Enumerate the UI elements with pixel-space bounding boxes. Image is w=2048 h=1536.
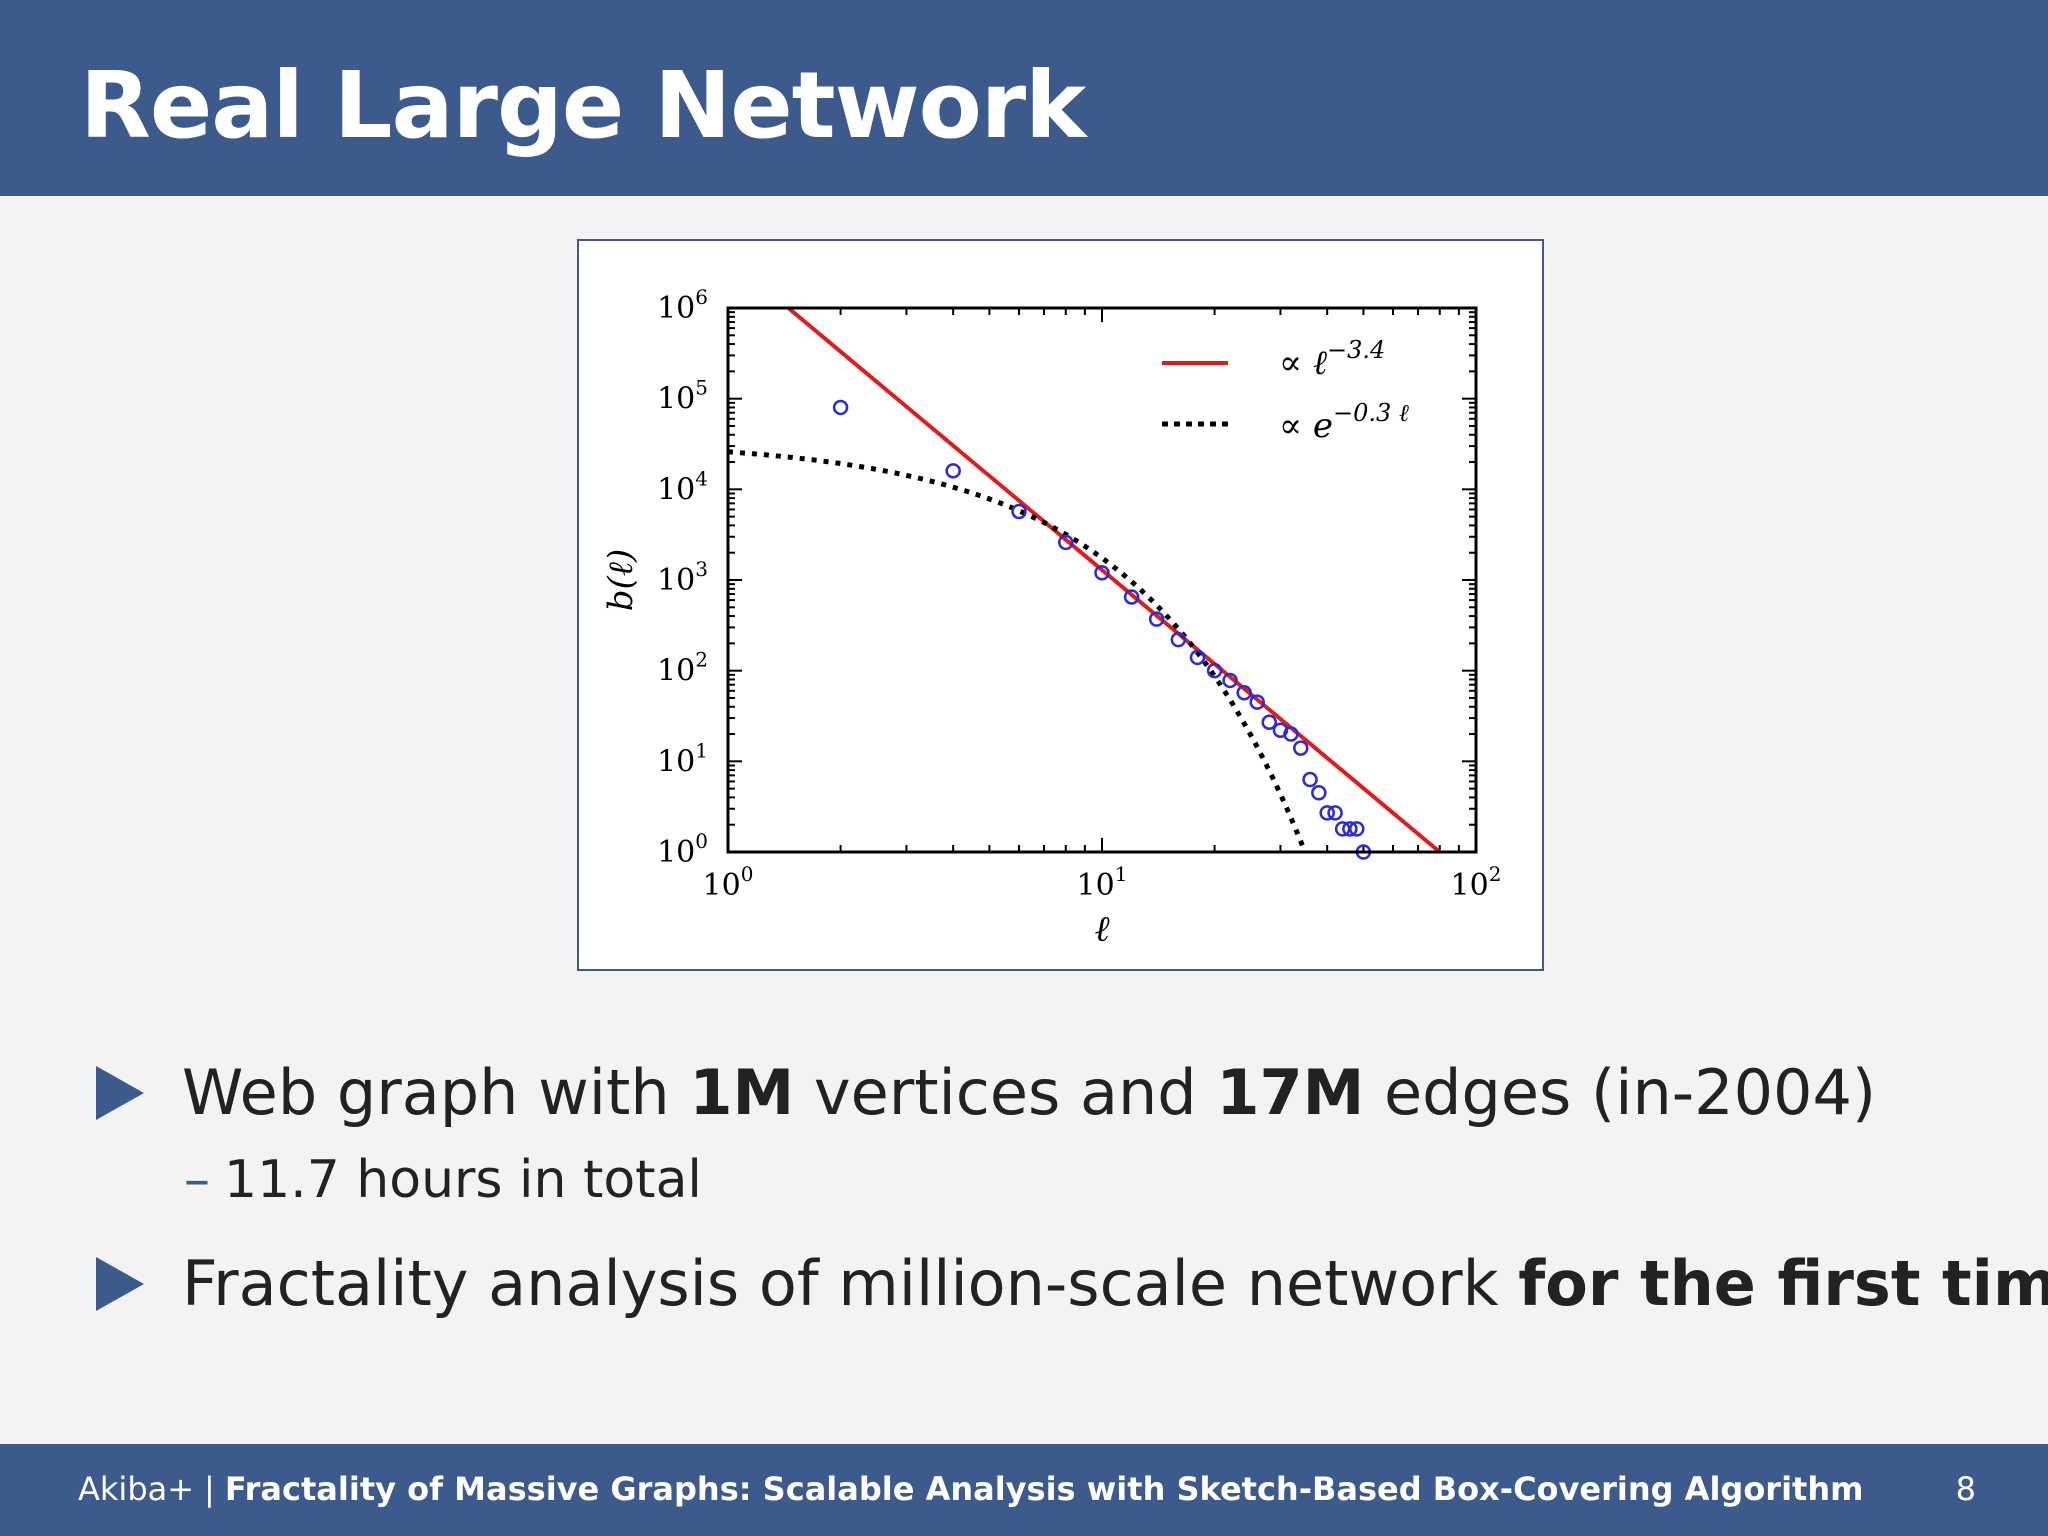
- y-tick-exponent: 6: [695, 285, 708, 309]
- slide-title: Real Large Network: [80, 52, 1086, 159]
- x-tick-label: 100: [703, 862, 754, 903]
- x-tick-base: 10: [703, 868, 741, 903]
- data-point: [1261, 714, 1277, 730]
- data-point: [1311, 785, 1327, 801]
- footer-separator: |: [204, 1470, 215, 1508]
- x-tick-exponent: 2: [1489, 862, 1502, 886]
- x-tick-exponent: 1: [1115, 862, 1128, 886]
- y-tick-exponent: 3: [695, 557, 708, 581]
- y-tick-label: 103: [657, 557, 708, 598]
- data-point: [1327, 805, 1343, 821]
- plot-frame: [726, 306, 1478, 854]
- bullet-0-segment-1: 1M: [689, 1056, 795, 1129]
- data-point: [1293, 740, 1309, 756]
- y-tick-label: 106: [657, 285, 708, 326]
- y-tick-exponent: 2: [695, 648, 708, 672]
- data-point: [1222, 672, 1238, 689]
- sub-bullet-text: 11.7 hours in total: [224, 1150, 702, 1210]
- power-law-fit-line: [787, 308, 1442, 852]
- x-tick-label: 102: [1451, 862, 1502, 903]
- bullet-1-segment-0: Fractality analysis of million-scale net…: [182, 1247, 1519, 1320]
- data-point: [1342, 821, 1358, 837]
- y-tick-label: 104: [657, 466, 708, 507]
- data-point: [1236, 685, 1252, 701]
- x-tick-base: 10: [1451, 868, 1489, 903]
- page-number: 8: [1955, 1470, 1976, 1508]
- y-tick-label: 102: [657, 648, 708, 689]
- sub-bullet-runtime: –11.7 hours in total: [184, 1150, 702, 1210]
- data-point: [1094, 565, 1110, 581]
- y-tick-label: 101: [657, 738, 708, 779]
- bullet-0-segment-2: vertices and: [794, 1056, 1217, 1129]
- y-tick-base: 10: [657, 744, 695, 779]
- bullet-arrow-icon: [96, 1066, 144, 1120]
- data-point: [1319, 805, 1335, 821]
- data-point: [1349, 821, 1365, 837]
- data-point: [1283, 726, 1299, 742]
- bullet-item-web-graph: Web graph with 1M vertices and 17M edges…: [182, 1056, 1876, 1129]
- x-axis-label: ℓ: [1095, 909, 1110, 950]
- x-tick-base: 10: [1077, 868, 1115, 903]
- y-tick-base: 10: [657, 291, 695, 326]
- legend-exponential-exponent: −0.3 ℓ: [1333, 399, 1409, 427]
- y-tick-exponent: 0: [695, 829, 708, 853]
- data-point: [1123, 589, 1140, 605]
- title-bar: Real Large Network: [0, 0, 2048, 196]
- footer-bar: Akiba+ | Fractality of Massive Graphs: Sca…: [0, 1444, 2048, 1536]
- data-point: [1058, 534, 1074, 551]
- y-tick-exponent: 5: [695, 376, 708, 400]
- bullet-arrow-icon: [96, 1257, 144, 1311]
- bullet-0-segment-3: 17M: [1216, 1056, 1365, 1129]
- y-tick-base: 10: [657, 382, 695, 417]
- data-point: [1011, 503, 1027, 520]
- y-tick-exponent: 4: [695, 466, 708, 490]
- bullet-1-segment-1: for the first time: [1518, 1247, 2048, 1320]
- legend-exponential-prefix: ∝ e: [1279, 406, 1333, 446]
- figure-frame: 100 101 102 100 101 102 103 104 105 106 ℓ b(ℓ) ∝ …: [577, 239, 1544, 971]
- bullet-0-segment-4: edges (in-2004): [1364, 1056, 1877, 1129]
- x-tick-label: 101: [1077, 862, 1128, 903]
- data-point: [1302, 771, 1318, 788]
- legend-power-law-exponent: −3.4: [1327, 336, 1385, 364]
- footer-citation: Akiba+ | Fractality of Massive Graphs: Sca…: [78, 1470, 1863, 1508]
- data-point: [945, 463, 961, 479]
- legend-power-law-prefix: ∝ ℓ: [1279, 343, 1327, 383]
- data-point: [1148, 611, 1165, 627]
- data-point: [1189, 649, 1206, 666]
- x-tick-exponent: 0: [741, 862, 754, 886]
- footer-paper-title: Fractality of Massive Graphs: Scalable A…: [224, 1470, 1864, 1508]
- legend-power-law-label: ∝ ℓ−3.4: [1279, 336, 1385, 383]
- data-point: [1206, 662, 1223, 679]
- y-tick-base: 10: [657, 563, 695, 598]
- legend-exponential-label: ∝ e−0.3 ℓ: [1279, 399, 1409, 446]
- footer-author: Akiba+: [78, 1470, 195, 1508]
- y-tick-label: 105: [657, 376, 708, 417]
- y-tick-base: 10: [657, 835, 695, 870]
- bullet-0-segment-0: Web graph with: [182, 1056, 690, 1129]
- y-tick-base: 10: [657, 654, 695, 689]
- legend: ∝ ℓ−3.4 ∝ e−0.3 ℓ: [1162, 336, 1409, 446]
- markers: [832, 399, 1372, 860]
- data-point: [1170, 631, 1187, 648]
- y-tick-base: 10: [657, 472, 695, 507]
- bullet-item-fractality: Fractality analysis of million-scale net…: [182, 1247, 2048, 1320]
- data-point: [1249, 694, 1265, 710]
- y-tick-exponent: 1: [695, 738, 708, 762]
- y-tick-label: 100: [657, 829, 708, 870]
- dash-icon: –: [184, 1150, 210, 1210]
- data-point: [832, 399, 849, 416]
- y-axis-label: b(ℓ): [601, 549, 641, 611]
